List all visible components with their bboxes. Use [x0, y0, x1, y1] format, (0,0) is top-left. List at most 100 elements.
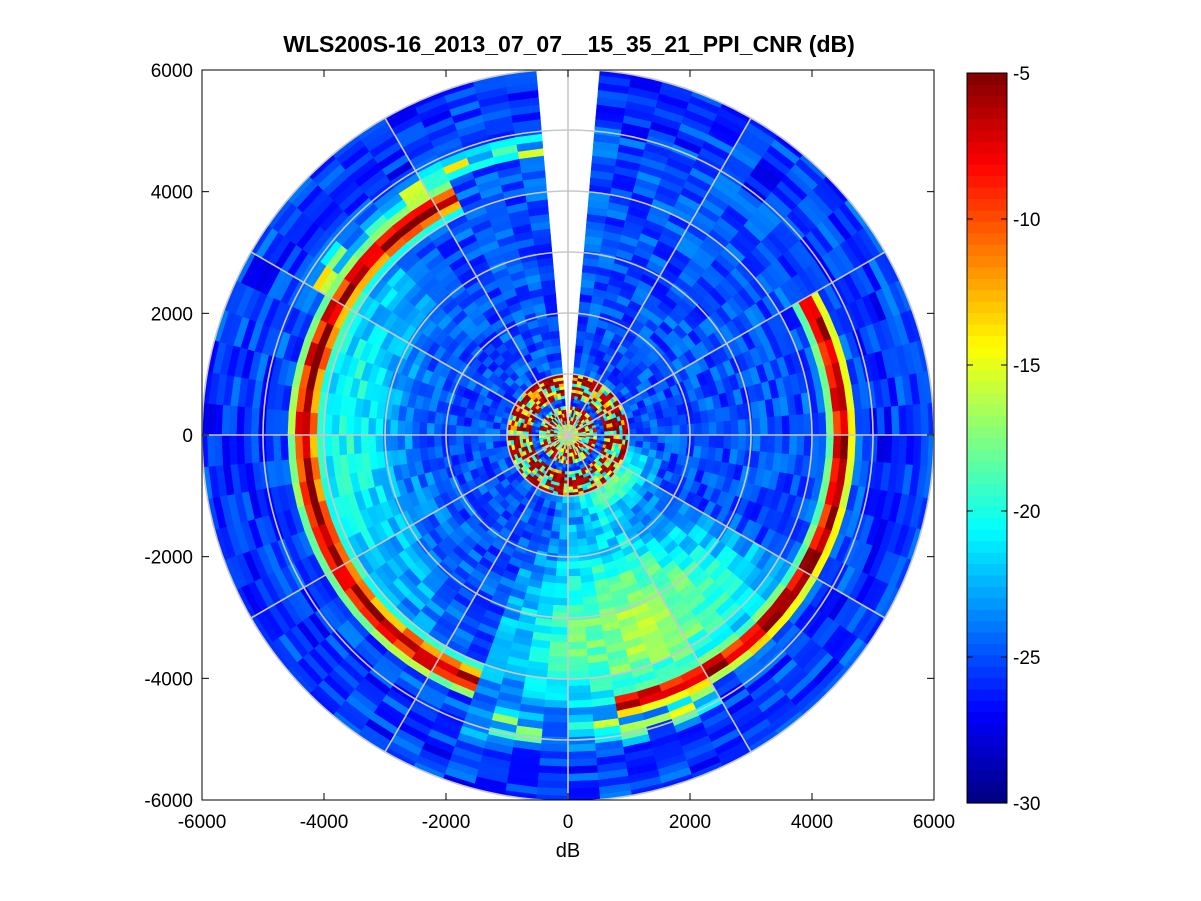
ppi-cell	[552, 344, 562, 354]
colorbar-segment	[967, 141, 1007, 154]
ppi-cell	[552, 597, 569, 607]
ppi-cell	[426, 422, 435, 436]
colorbar-segment	[967, 164, 1007, 177]
x-tick-label: -6000	[178, 812, 227, 833]
colorbar-segment	[967, 449, 1007, 462]
ppi-cell	[559, 524, 569, 533]
ppi-cell	[737, 434, 747, 451]
ppi-cell	[701, 434, 710, 448]
ppi-cell	[628, 434, 637, 442]
ppi-cell	[301, 434, 311, 459]
colorbar-segment	[967, 791, 1007, 804]
ppi-cell	[455, 434, 464, 446]
ppi-cell	[650, 426, 659, 436]
ppi-cell	[832, 434, 842, 460]
colorbar-segment	[967, 620, 1007, 633]
colorbar-segment	[967, 244, 1007, 257]
ppi-cell	[818, 434, 827, 458]
ppi-cell	[287, 434, 297, 460]
colorbar-segment	[967, 130, 1007, 143]
ppi-cell	[562, 401, 566, 407]
ppi-cell	[854, 409, 864, 436]
ppi-cell	[470, 434, 479, 444]
ppi-cell	[781, 415, 791, 436]
ppi-cell	[389, 419, 399, 436]
ppi-cell	[657, 426, 666, 436]
colorbar-segment	[967, 346, 1007, 359]
ppi-cell	[547, 655, 569, 665]
colorbar-segment	[967, 335, 1007, 348]
ppi-cell	[649, 419, 659, 429]
colorbar-segment	[967, 232, 1007, 245]
colorbar-segment	[967, 631, 1007, 644]
ppi-cell	[541, 728, 569, 738]
ppi-cell	[832, 410, 842, 436]
ppi-cell	[767, 416, 776, 436]
ppi-cell	[554, 575, 569, 585]
ppi-cell	[411, 421, 420, 436]
ppi-cell	[338, 434, 348, 456]
ppi-cell	[567, 743, 596, 753]
ppi-cell	[484, 427, 493, 436]
ppi-cell	[562, 405, 567, 411]
ppi-cell	[686, 423, 696, 436]
ppi-cell	[553, 352, 562, 361]
ppi-cell	[470, 442, 480, 453]
colorbar-segment	[967, 780, 1007, 793]
ppi-cell	[477, 426, 486, 436]
colorbar-segment	[967, 380, 1007, 393]
ppi-cell	[552, 604, 569, 614]
ppi-cell	[554, 583, 569, 592]
ppi-cell	[367, 434, 377, 453]
ppi-cell	[664, 425, 674, 436]
ppi-cell	[462, 434, 472, 445]
y-tick-label: 4000	[151, 183, 193, 204]
ppi-cell	[567, 663, 589, 672]
ppi-cell	[440, 423, 450, 436]
ppi-cell	[686, 434, 696, 447]
ppi-cell	[360, 434, 369, 454]
ppi-cell	[294, 434, 304, 460]
y-tick-label: -2000	[144, 548, 193, 569]
colorbar-segment	[967, 540, 1007, 553]
ppi-cell	[567, 553, 580, 563]
ppi-cell	[544, 692, 569, 702]
ppi-cell	[716, 421, 725, 436]
ppi-cell	[563, 409, 567, 414]
ppi-cell	[883, 434, 893, 464]
ppi-cell	[679, 424, 688, 436]
colorbar-segment	[967, 723, 1007, 736]
ppi-cell	[265, 408, 275, 436]
colorbar-segment	[967, 118, 1007, 131]
ppi-cell	[558, 531, 569, 541]
ppi-cell	[279, 409, 289, 436]
ppi-cell	[861, 408, 871, 436]
ppi-cell	[338, 414, 348, 436]
ppi-cell	[250, 407, 260, 436]
y-tick-label: -6000	[144, 791, 193, 812]
ppi-cell	[847, 409, 857, 436]
ppi-cell	[574, 509, 583, 518]
y-tick-label: 0	[182, 426, 193, 447]
ppi-cell	[656, 442, 666, 453]
ppi-cell	[550, 619, 569, 629]
colorbar-segment	[967, 460, 1007, 473]
colorbar-segment	[967, 768, 1007, 781]
ppi-cell	[549, 634, 569, 643]
ppi-cell	[353, 416, 362, 436]
ppi-cell	[448, 424, 457, 436]
ppi-cell	[567, 539, 579, 548]
ppi-cell	[554, 359, 563, 368]
ppi-cell	[567, 706, 593, 716]
ppi-cell	[781, 434, 791, 455]
ppi-cell	[723, 434, 732, 450]
colorbar: -5 -10 -15 -20 -25 -30	[966, 64, 1040, 815]
ppi-cell	[499, 434, 508, 442]
colorbar-segment	[967, 666, 1007, 679]
ppi-cell	[243, 406, 253, 436]
colorbar-tick-label: -15	[1013, 356, 1040, 377]
ppi-cell	[694, 434, 703, 447]
ppi-cell	[567, 590, 583, 599]
ppi-cell	[567, 597, 584, 607]
ppi-cell	[540, 743, 569, 753]
